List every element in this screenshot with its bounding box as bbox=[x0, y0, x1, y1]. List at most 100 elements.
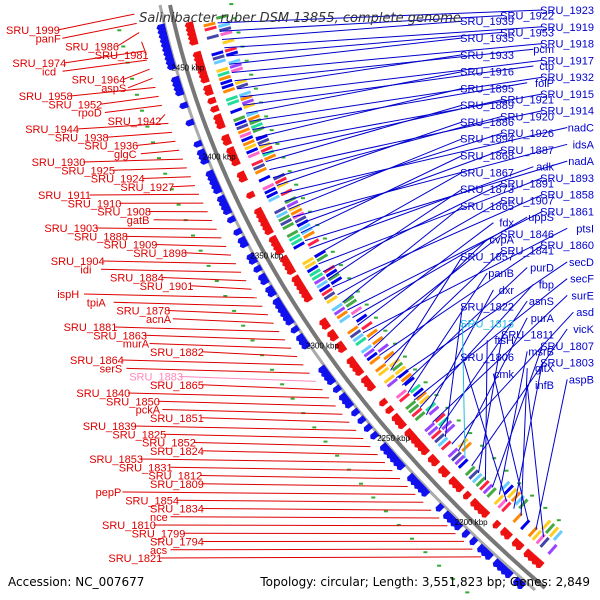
feature-block bbox=[349, 329, 362, 339]
gene-label-left: SRU_1958 bbox=[19, 91, 73, 103]
label-connector bbox=[304, 160, 568, 242]
label-connector bbox=[162, 409, 343, 415]
feature-block bbox=[236, 123, 249, 131]
map-title: Salinibacter ruber DSM 13855, complete g… bbox=[139, 11, 461, 26]
feature-block bbox=[331, 302, 343, 312]
label-connector bbox=[520, 368, 528, 516]
label-connector bbox=[170, 548, 473, 551]
feature-block bbox=[383, 374, 396, 384]
gene-label-right: ptsI bbox=[576, 223, 594, 235]
gene-label-right: SRU_1916 bbox=[460, 67, 514, 79]
kbp-marker: 2300 kbp bbox=[306, 341, 339, 350]
gene-label-left: SRU_1853 bbox=[89, 454, 143, 466]
label-connector bbox=[478, 334, 503, 474]
label-connector bbox=[347, 211, 543, 311]
gene-arrow bbox=[504, 569, 514, 579]
gene-label-right: SRU_1919 bbox=[540, 22, 594, 34]
label-connector bbox=[444, 306, 463, 437]
label-connector bbox=[155, 244, 227, 247]
label-connector bbox=[384, 250, 503, 364]
feature-block bbox=[233, 115, 246, 123]
feature-block bbox=[280, 217, 293, 227]
label-connector bbox=[140, 149, 180, 155]
gene-label-right: SRU_1891 bbox=[500, 179, 554, 191]
feature-block bbox=[286, 229, 299, 239]
tick-mark bbox=[504, 469, 509, 472]
label-connector bbox=[104, 104, 162, 113]
gene-arrow bbox=[410, 476, 420, 486]
gene-label-left: SRU_1834 bbox=[150, 504, 204, 516]
feature-block bbox=[238, 90, 252, 98]
gene-label-left: SRU_1824 bbox=[150, 446, 204, 458]
gene-label-left: SRU_1888 bbox=[74, 231, 128, 243]
gene-label-left: SRU_1825 bbox=[112, 429, 166, 441]
label-connector bbox=[342, 205, 463, 303]
feature-block bbox=[424, 422, 436, 433]
gene-arrow bbox=[267, 288, 278, 298]
feature-block bbox=[541, 519, 552, 531]
label-connector bbox=[484, 340, 488, 481]
label-connector bbox=[62, 59, 147, 72]
label-connector bbox=[102, 260, 237, 265]
feature-block bbox=[518, 498, 529, 510]
feature-block bbox=[314, 249, 327, 259]
label-connector bbox=[83, 293, 257, 299]
gene-label-right: uppS bbox=[528, 212, 554, 224]
gene-arrow bbox=[213, 186, 223, 195]
tick-mark bbox=[198, 249, 203, 252]
gene-arrow bbox=[226, 215, 237, 224]
gene-label-right: SRU_1939 bbox=[460, 16, 514, 28]
gene-label-right: SRU_1841 bbox=[500, 246, 554, 258]
gene-arrow bbox=[216, 121, 226, 130]
gene-label-right: ftsH bbox=[494, 335, 514, 347]
feature-block bbox=[221, 82, 234, 90]
gene-arrow bbox=[275, 246, 285, 256]
gene-arrow bbox=[193, 139, 203, 148]
gene-label-right: SRU_1803 bbox=[540, 358, 594, 370]
feature-block bbox=[306, 264, 319, 274]
gene-arrow bbox=[421, 487, 431, 497]
gene-arrow bbox=[383, 445, 393, 455]
gene-arrow bbox=[516, 580, 526, 590]
feature-block bbox=[251, 158, 264, 167]
gene-label-right: secD bbox=[569, 257, 594, 269]
gene-label-right: vicK bbox=[573, 324, 594, 336]
gene-arrow bbox=[396, 461, 406, 471]
label-connector bbox=[258, 93, 543, 147]
feature-block bbox=[394, 365, 407, 376]
feature-block bbox=[391, 361, 404, 372]
label-connector bbox=[362, 227, 568, 334]
feature-block bbox=[258, 174, 271, 183]
gene-label-left: SRU_1882 bbox=[150, 347, 204, 359]
feature-block bbox=[244, 143, 257, 151]
gene-arrow bbox=[253, 264, 263, 273]
label-connector bbox=[106, 131, 172, 138]
tick-mark bbox=[249, 73, 254, 76]
gene-arrow bbox=[357, 415, 367, 425]
feature-block bbox=[217, 70, 230, 78]
label-connector bbox=[142, 176, 191, 179]
gene-label-left: SRU_1986 bbox=[65, 42, 119, 54]
gene-label-right: asnS bbox=[529, 296, 554, 308]
feature-block bbox=[547, 543, 558, 555]
feature-block bbox=[323, 291, 336, 301]
feature-block bbox=[247, 114, 260, 122]
gene-label-right: SRU_1920 bbox=[500, 111, 554, 123]
feature-block bbox=[212, 54, 225, 61]
gene-label-right: dxr bbox=[499, 285, 515, 297]
gene-label-right: asd bbox=[576, 307, 594, 319]
gene-arrow bbox=[264, 226, 274, 236]
feature-block bbox=[408, 403, 420, 414]
gene-label-right: SRU_1926 bbox=[500, 128, 554, 140]
gene-arrow bbox=[461, 528, 471, 538]
gene-arrow bbox=[442, 510, 453, 520]
feature-block bbox=[211, 50, 224, 57]
tick-mark bbox=[437, 564, 442, 567]
label-connector bbox=[157, 400, 336, 407]
feature-block bbox=[213, 58, 226, 65]
label-connector bbox=[288, 138, 463, 210]
feature-block bbox=[318, 283, 331, 293]
label-connector bbox=[327, 188, 463, 280]
gene-label-right: SRU_1893 bbox=[540, 173, 594, 185]
label-connector bbox=[296, 149, 503, 226]
